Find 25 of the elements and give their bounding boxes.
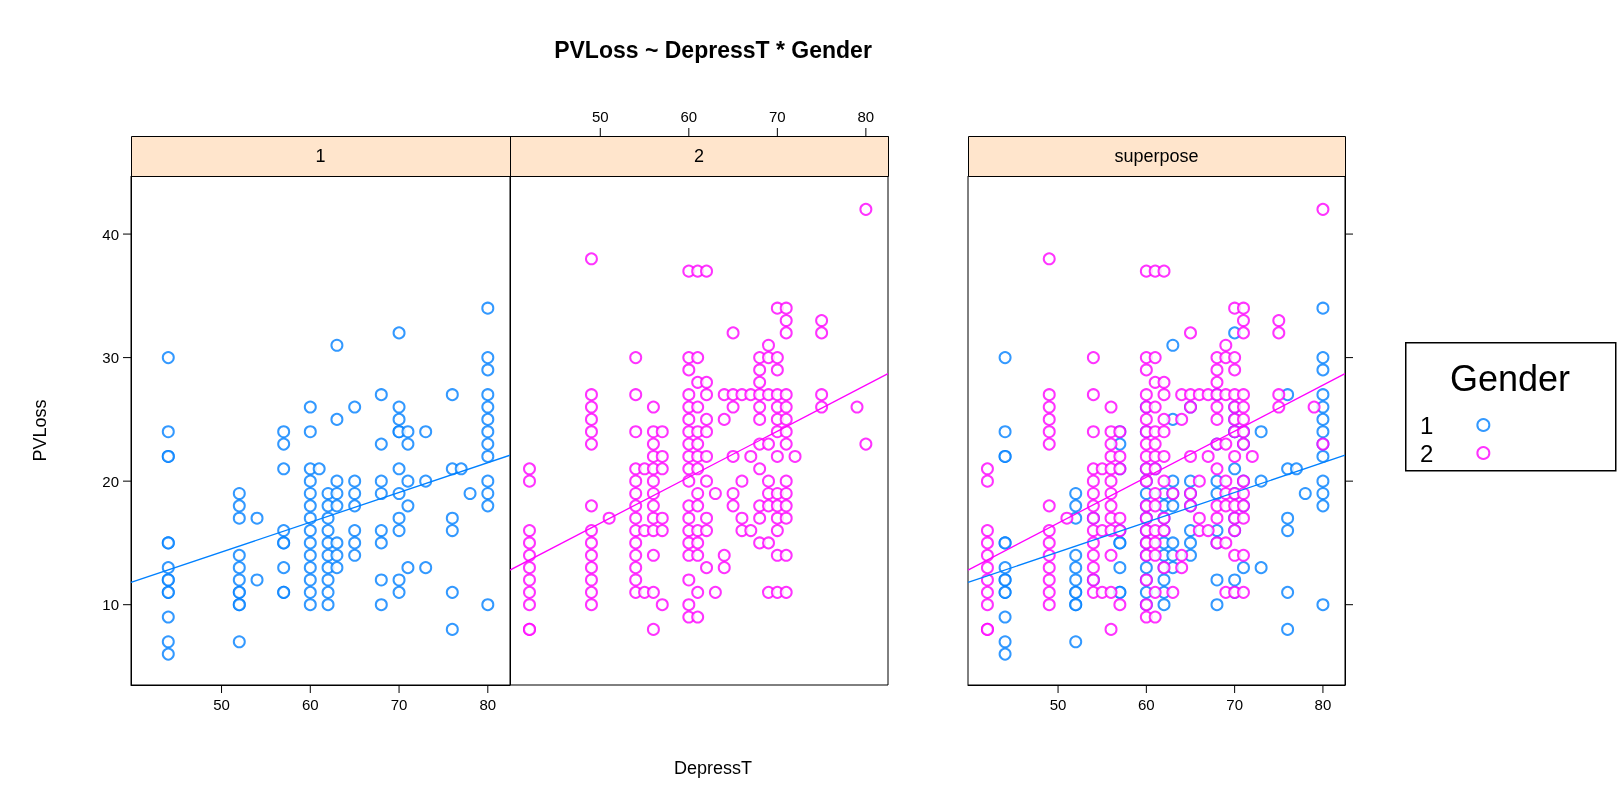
- x-tick-label: 60: [301, 696, 319, 713]
- x-tick-label: 80: [1314, 696, 1332, 713]
- y-tick-label: 10: [102, 596, 119, 614]
- x-tick-label: 60: [1138, 696, 1155, 713]
- x-tick-label: 70: [1226, 696, 1243, 713]
- x-tick-label: 80: [479, 696, 497, 713]
- legend-label: 1: [1419, 411, 1434, 439]
- x-tick-label: 50: [591, 108, 609, 125]
- x-tick-label: 80: [857, 108, 875, 125]
- x-tick-label: 50: [1049, 696, 1067, 713]
- legend-title: Gender: [1449, 357, 1571, 399]
- y-tick-label: 40: [102, 225, 119, 243]
- chart-subtitle: superpose: [1114, 146, 1199, 166]
- x-tick-label: 70: [769, 108, 786, 125]
- chart-title: PVLoss ~ DepressT * Gender: [554, 37, 872, 63]
- y-tick-label: 30: [102, 349, 119, 367]
- y-axis-title: PVLoss: [30, 399, 50, 462]
- y-tick-label: 20: [102, 472, 119, 490]
- x-tick-label: 60: [680, 108, 698, 125]
- x-tick-label: 50: [213, 696, 230, 713]
- chart-subtitle: 1: [315, 146, 326, 166]
- chart-subtitle: 2: [693, 146, 705, 166]
- x-axis-title: DepressT: [673, 758, 753, 778]
- legend-label: 2: [1419, 439, 1434, 467]
- x-tick-label: 70: [390, 696, 408, 713]
